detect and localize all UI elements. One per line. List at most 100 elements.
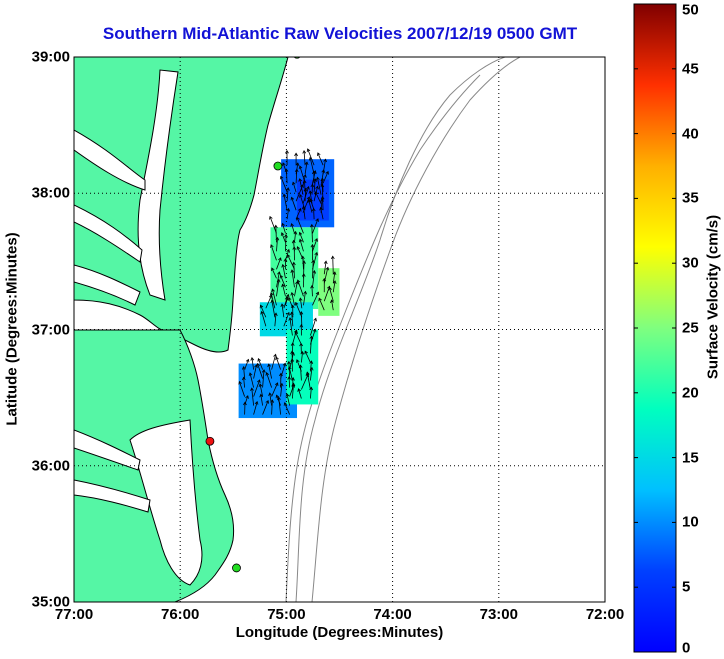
colorbar-label: Surface Velocity (cm/s) <box>704 214 722 380</box>
velocity-arrow <box>271 400 273 415</box>
velocity-arrowhead <box>287 376 292 380</box>
velocity-arrowhead <box>289 311 294 316</box>
y-tick-label: 38:00 <box>31 184 70 202</box>
velocity-arrowhead <box>315 291 320 296</box>
velocity-arrowhead <box>314 251 319 256</box>
velocity-arrowhead <box>291 181 296 186</box>
velocity-arrow <box>244 359 249 370</box>
velocity-arrowhead <box>304 350 308 355</box>
velocity-arrowhead <box>307 199 312 203</box>
velocity-arrow <box>251 357 255 370</box>
velocity-arrowhead <box>298 364 303 369</box>
velocity-arrowhead <box>281 222 285 227</box>
velocity-arrow <box>276 237 278 252</box>
velocity-arrowhead <box>303 187 308 192</box>
velocity-arrow <box>260 305 267 318</box>
velocity-arrow <box>297 246 304 261</box>
velocity-arrowhead <box>290 196 295 201</box>
velocity-arrow <box>272 289 277 306</box>
velocity-arrow <box>288 376 291 388</box>
velocity-arrowhead <box>250 357 255 361</box>
velocity-arrowhead <box>312 328 317 333</box>
velocity-arrowhead <box>303 174 307 178</box>
velocity-arrowhead <box>315 218 319 222</box>
y-tick-label: 36:00 <box>31 457 70 475</box>
colorbar-tick-label: 0 <box>682 639 691 657</box>
velocity-arrow <box>304 162 308 175</box>
plot-frame <box>73 56 606 603</box>
velocity-arrowhead <box>328 286 332 291</box>
velocity-arrowhead <box>291 261 296 266</box>
velocity-arrow <box>304 188 307 202</box>
velocity-arrowhead <box>245 395 249 399</box>
velocity-arrowhead <box>283 258 288 262</box>
velocity-arrow <box>295 302 303 318</box>
velocity-arrowhead <box>296 246 301 250</box>
velocity-arrow <box>312 260 314 279</box>
velocity-arrowhead <box>271 267 275 272</box>
velocity-arrow <box>269 216 277 234</box>
colorbar-tick-label: 25 <box>682 319 699 337</box>
velocity-arrowhead <box>314 191 319 196</box>
velocity-arrowhead <box>280 303 285 307</box>
velocity-arrowhead <box>325 170 329 175</box>
velocity-arrowhead <box>270 299 275 304</box>
velocity-arrowhead <box>294 301 299 306</box>
velocity-arrowhead <box>310 284 314 289</box>
velocity-arrow <box>291 223 295 234</box>
velocity-arrowhead <box>294 168 299 173</box>
velocity-arrowhead <box>257 379 261 384</box>
velocity-arrowhead <box>310 243 315 248</box>
velocity-arrowhead <box>287 297 292 301</box>
velocity-arrowhead <box>270 244 274 248</box>
velocity-arrow <box>283 194 288 211</box>
velocity-arrow <box>288 366 293 381</box>
velocity-arrowhead <box>245 358 250 363</box>
velocity-arrow <box>257 363 263 379</box>
velocity-arrow <box>311 224 313 243</box>
velocity-arrowhead <box>302 260 306 264</box>
velocity-arrow <box>283 297 288 309</box>
velocity-cell <box>318 268 340 316</box>
velocity-arrow <box>299 298 303 309</box>
velocity-arrowhead <box>290 358 295 362</box>
velocity-arrowhead <box>243 401 247 406</box>
velocity-arrow <box>286 187 289 202</box>
velocity-arrowhead <box>250 387 254 391</box>
velocity-arrow <box>285 249 290 261</box>
velocity-arrowhead <box>298 165 303 170</box>
velocity-arrowhead <box>310 223 314 228</box>
velocity-arrow <box>307 148 315 166</box>
velocity-arrow <box>317 152 324 166</box>
velocity-arrow <box>329 287 334 302</box>
colorbar-tick-marks <box>634 3 676 653</box>
station-marker <box>205 436 215 446</box>
velocity-arrowhead <box>305 371 310 376</box>
station-marker <box>232 563 241 573</box>
colorbar-tick-label: 30 <box>682 254 699 272</box>
colorbar-tick-label: 45 <box>682 60 699 78</box>
velocity-arrow <box>312 291 319 306</box>
x-tick-label: 74:00 <box>373 606 412 623</box>
colorbar-tick-label: 15 <box>682 449 699 467</box>
x-axis-label: Longitude (Degrees:Minutes) <box>235 624 444 641</box>
chart-title: Southern Mid-Atlantic Raw Velocities 200… <box>102 24 578 43</box>
velocity-arrow <box>312 218 319 234</box>
velocity-arrowhead <box>294 152 298 157</box>
velocity-arrow <box>280 275 286 288</box>
velocity-arrowhead <box>298 207 302 212</box>
velocity-arrow <box>275 357 281 370</box>
velocity-arrowhead <box>281 283 285 288</box>
grid-lines <box>74 57 605 602</box>
velocity-arrowhead <box>285 293 290 298</box>
velocity-arrow <box>265 295 272 309</box>
velocity-arrowhead <box>286 207 291 212</box>
velocity-arrowhead <box>282 162 286 166</box>
velocity-arrowhead <box>241 366 246 370</box>
velocity-arrow <box>259 383 264 397</box>
velocity-arrow <box>312 270 315 288</box>
velocity-arrow <box>285 169 288 184</box>
bays-and-sounds <box>74 69 203 586</box>
velocity-arrow <box>282 284 286 297</box>
velocity-arrowhead <box>265 399 270 404</box>
